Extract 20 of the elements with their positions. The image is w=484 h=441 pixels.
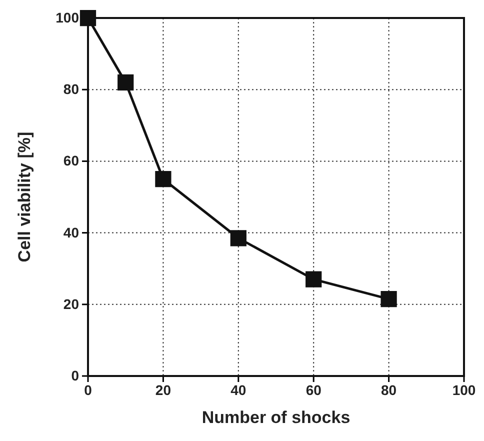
- x-axis-title: Number of shocks: [202, 408, 350, 427]
- point: [118, 74, 134, 91]
- point: [80, 10, 96, 26]
- y-tick-label: 20: [63, 296, 80, 312]
- x-tick-label: 60: [306, 382, 322, 398]
- x-tick-label: 0: [84, 382, 92, 398]
- x-tick-label: 80: [381, 382, 397, 398]
- point: [230, 230, 246, 246]
- point: [380, 290, 397, 308]
- point: [306, 271, 322, 288]
- y-tick-label: 100: [56, 9, 80, 26]
- y-tick-label: 60: [63, 152, 80, 169]
- point: [155, 171, 172, 188]
- y-tick-label: 40: [63, 224, 80, 240]
- x-tick-label: 100: [452, 382, 476, 398]
- x-tick-label: 40: [230, 382, 246, 398]
- y-tick-label: 80: [63, 81, 80, 98]
- x-tick-label: 20: [155, 382, 172, 398]
- y-axis-title: Cell viability [%]: [15, 132, 34, 262]
- y-tick-label: 0: [71, 367, 80, 384]
